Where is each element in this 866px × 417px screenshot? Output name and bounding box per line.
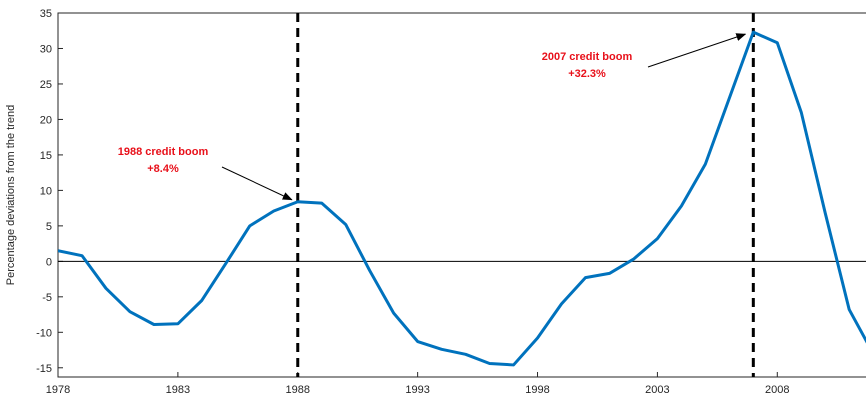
y-tick-label: 35 [40, 8, 52, 20]
y-tick-label: 30 [40, 43, 52, 55]
y-tick-label: 25 [40, 79, 52, 91]
annotation-text: 2007 credit boom [542, 51, 633, 63]
y-tick-label: 10 [40, 185, 52, 197]
x-tick-label: 1983 [166, 384, 190, 396]
x-tick-label: 2003 [645, 384, 669, 396]
data-line [58, 30, 866, 367]
y-tick-label: 5 [46, 221, 52, 233]
x-tick-label: 1988 [286, 384, 310, 396]
x-tick-label: 2008 [765, 384, 789, 396]
y-tick-label: 0 [46, 256, 52, 268]
annotation-text: +32.3% [568, 68, 606, 80]
annotation-arrow [647, 33, 747, 68]
y-tick-label: 20 [40, 114, 52, 126]
x-tick-label: 1993 [405, 384, 429, 396]
y-tick-label: 15 [40, 150, 52, 162]
annotation-arrow [221, 166, 293, 201]
plot-area [58, 30, 866, 367]
x-tick-label: 1978 [46, 384, 70, 396]
y-tick-label: -10 [36, 327, 52, 339]
annotation-text: +8.4% [147, 163, 179, 175]
y-tick-label: -5 [42, 292, 52, 304]
x-tick-label: 1998 [525, 384, 549, 396]
annotation-text: 1988 credit boom [118, 146, 209, 158]
y-tick-label: -15 [36, 363, 52, 375]
y-axis-label: Percentage deviations from the trend [5, 105, 17, 285]
plot-frame [57, 12, 866, 378]
